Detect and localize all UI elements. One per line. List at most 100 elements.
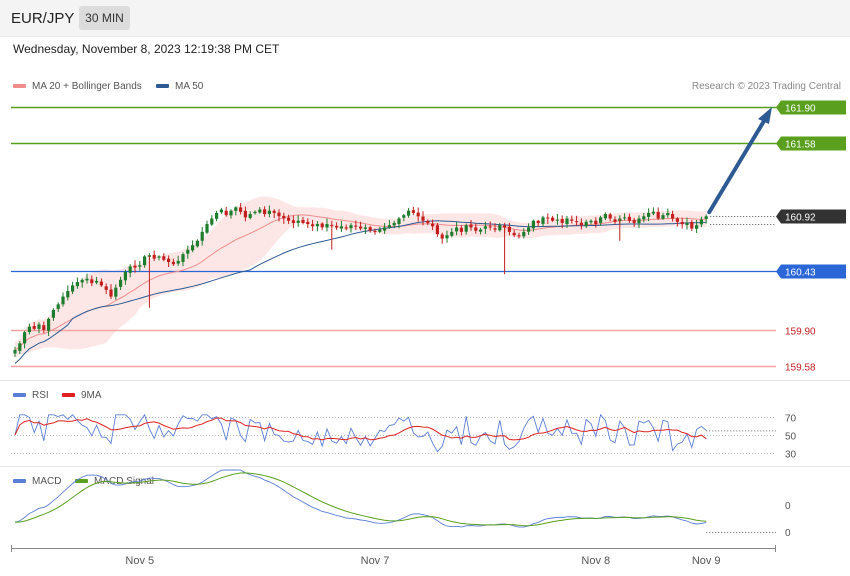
- candle: [219, 207, 223, 215]
- candle-body: [613, 219, 617, 222]
- level-label-161-90: 161.90: [785, 104, 816, 115]
- candle: [239, 203, 243, 215]
- candle: [383, 222, 387, 234]
- candle: [555, 214, 559, 225]
- candle: [474, 223, 478, 234]
- candle-body: [704, 216, 708, 219]
- candle: [387, 220, 391, 229]
- candle: [685, 217, 689, 230]
- timeframe-button[interactable]: 30 MIN: [79, 6, 130, 30]
- candle: [229, 209, 233, 219]
- candle-body: [138, 265, 142, 267]
- bollinger-band-area: [15, 196, 707, 358]
- candle-body: [488, 226, 492, 228]
- rsi-line: [14, 413, 707, 453]
- projection-arrow-shaft: [707, 114, 769, 215]
- candle: [306, 218, 310, 229]
- candle: [368, 225, 372, 233]
- macd-panel: 00: [14, 469, 791, 539]
- candle: [507, 222, 511, 236]
- candle-body: [608, 214, 612, 219]
- candle: [584, 219, 588, 228]
- candle-body: [315, 224, 319, 227]
- candle: [243, 206, 247, 222]
- candle: [354, 220, 358, 231]
- candle-body: [575, 221, 579, 223]
- candle-body: [71, 285, 75, 292]
- candle-body: [627, 216, 631, 221]
- candle: [296, 215, 300, 227]
- projection-arrow-head: [758, 107, 772, 124]
- candle: [234, 206, 238, 216]
- candle: [349, 223, 353, 233]
- legend-rsi-label: RSI: [32, 390, 49, 401]
- candle-body: [599, 217, 603, 224]
- candle: [455, 222, 459, 236]
- candle-body: [666, 212, 670, 216]
- candle-body: [699, 219, 703, 225]
- bollinger-bands-layer: [15, 196, 707, 358]
- candles-layer: [13, 203, 708, 358]
- candle-body: [479, 229, 483, 232]
- candle-body: [541, 217, 545, 224]
- candle-body: [392, 222, 396, 226]
- candle: [575, 215, 579, 226]
- candle-body: [143, 256, 147, 266]
- candle-body: [157, 256, 161, 258]
- candle: [459, 225, 463, 236]
- candle: [37, 322, 41, 334]
- candle: [579, 218, 583, 230]
- candle: [632, 217, 636, 227]
- candle: [363, 224, 367, 234]
- candle-body: [311, 224, 315, 227]
- candle-body: [258, 209, 262, 213]
- candle-body: [507, 226, 511, 232]
- candle: [536, 219, 540, 227]
- candle: [426, 219, 430, 226]
- level-tag-161-58: [776, 136, 846, 151]
- x-tick-label: Nov 8: [581, 555, 610, 567]
- candle-body: [239, 207, 243, 212]
- legend-ma50: MA 50: [156, 81, 203, 92]
- candle-body: [498, 225, 502, 231]
- candle: [589, 219, 593, 225]
- candle: [75, 277, 79, 289]
- candle: [143, 255, 147, 268]
- candle: [320, 222, 324, 231]
- candle-body: [66, 290, 70, 298]
- legend-macd-swatch: [13, 479, 26, 484]
- candle: [450, 228, 454, 238]
- candle-body: [205, 224, 209, 233]
- candle: [138, 260, 142, 271]
- level-tag-160-43: [776, 264, 846, 279]
- candle: [637, 215, 641, 229]
- legend-rsi-ma-swatch: [62, 393, 75, 398]
- candle: [205, 220, 209, 235]
- candle: [162, 253, 166, 262]
- credit-text: Research © 2023 Trading Central: [691, 81, 841, 92]
- candle: [416, 207, 420, 222]
- candle-body: [546, 217, 550, 219]
- candle: [66, 285, 70, 301]
- candle-body: [296, 220, 300, 223]
- candle: [215, 210, 219, 222]
- candle: [546, 213, 550, 224]
- candle: [51, 308, 55, 321]
- candle: [99, 278, 103, 287]
- candle-body: [435, 225, 439, 235]
- candle-body: [651, 211, 655, 214]
- candle-body: [450, 231, 454, 236]
- candle: [531, 219, 535, 232]
- legend-macd: MACD: [13, 476, 61, 487]
- candle: [407, 208, 411, 218]
- x-tick-label: Nov 5: [125, 555, 154, 567]
- candle-body: [411, 210, 415, 213]
- candle-body: [114, 287, 118, 297]
- candle: [171, 258, 175, 266]
- candle: [186, 245, 190, 259]
- level-tag-161-90: [776, 100, 846, 115]
- candle: [176, 255, 180, 266]
- legend-macd-signal: MACD Signal: [75, 476, 154, 487]
- candle: [61, 292, 65, 307]
- candle: [301, 216, 305, 225]
